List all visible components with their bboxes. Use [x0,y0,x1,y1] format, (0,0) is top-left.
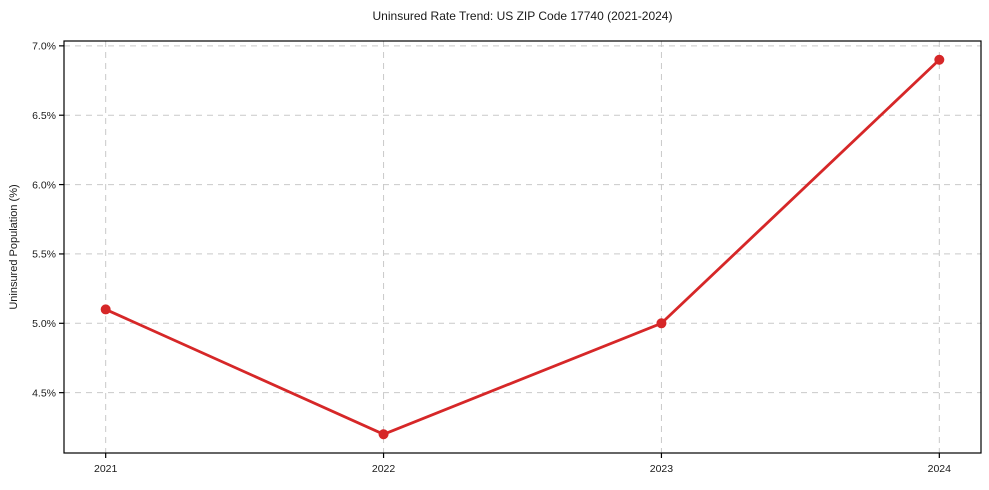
x-tick-label: 2024 [928,463,952,475]
y-tick-label: 7.0% [32,41,56,53]
plot-border [63,40,982,454]
y-axis-label: Uninsured Population (%) [8,184,20,310]
x-tick-label: 2021 [94,463,118,475]
y-tick-label: 6.0% [32,179,56,191]
y-tick-label: 6.5% [32,110,56,122]
chart-title: Uninsured Rate Trend: US ZIP Code 17740 … [372,9,673,23]
data-point-marker [100,304,111,315]
x-tick-label: 2022 [372,463,396,475]
y-tick-label: 5.0% [32,318,56,330]
data-point-marker [656,318,667,329]
data-point-marker [378,429,389,440]
data-point-marker [934,54,945,65]
y-tick-label: 5.5% [32,249,56,261]
trend-line [104,58,941,436]
x-tick-label: 2023 [650,463,674,475]
y-tick-label: 4.5% [32,387,56,399]
